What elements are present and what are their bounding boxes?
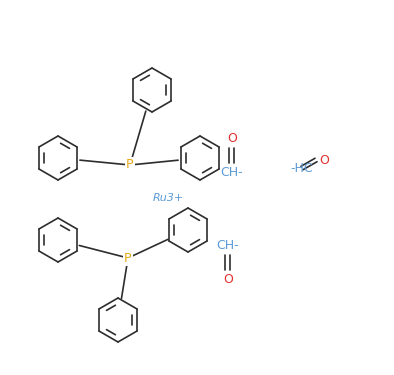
Text: O: O (227, 132, 237, 145)
Text: CH-: CH- (217, 239, 239, 252)
Text: P: P (124, 252, 132, 264)
Text: Ru3+: Ru3+ (152, 193, 184, 203)
Text: P: P (126, 159, 134, 171)
Text: -HC: -HC (290, 162, 312, 174)
Text: O: O (319, 153, 329, 166)
Text: O: O (223, 273, 233, 286)
Text: CH-: CH- (221, 166, 243, 179)
